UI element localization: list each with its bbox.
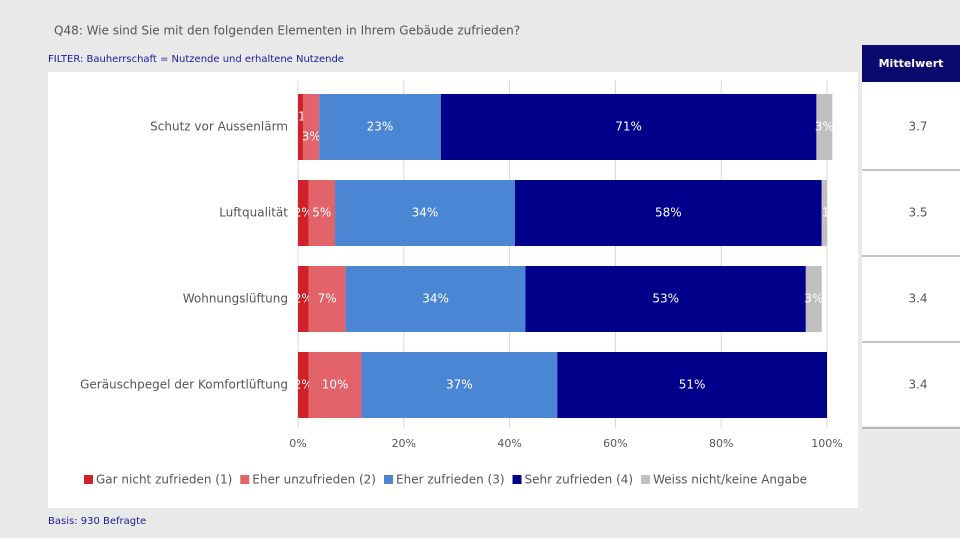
legend-swatch: [512, 475, 522, 484]
bar-segment: [298, 266, 309, 332]
bar-segment: [308, 266, 346, 332]
data-label: 53%: [652, 292, 679, 306]
bar-segment: [335, 180, 515, 246]
data-label: 10%: [322, 378, 349, 392]
bar-segment: [557, 352, 827, 418]
data-label: 34%: [422, 292, 449, 306]
legend-label: Eher zufrieden (3): [396, 473, 505, 487]
data-label: 51%: [679, 378, 706, 392]
chart-title: Q48: Wie sind Sie mit den folgenden Elem…: [54, 24, 520, 38]
x-tick-label: 0%: [289, 437, 306, 450]
table-value: 3.5: [908, 206, 927, 220]
table-value: 3.4: [908, 292, 927, 306]
x-tick-label: 60%: [603, 437, 627, 450]
bar-segment: [303, 94, 320, 160]
bar-segment: [308, 180, 336, 246]
bar-segment: [805, 266, 822, 332]
data-label: 3%: [804, 292, 823, 306]
legend-label: Gar nicht zufrieden (1): [96, 473, 232, 487]
table-header: [862, 45, 960, 82]
x-tick-label: 20%: [392, 437, 416, 450]
legend-swatch: [641, 475, 651, 484]
bar-segment: [525, 266, 806, 332]
bar-segment: [514, 180, 822, 246]
table-body: [862, 82, 960, 426]
data-label: 58%: [655, 206, 682, 220]
table-header-label: Mittelwert: [879, 57, 944, 70]
bar-segment: [361, 352, 558, 418]
bar-segment: [440, 94, 817, 160]
data-label: 37%: [446, 378, 473, 392]
legend-swatch: [384, 475, 393, 484]
legend-label: Weiss nicht/keine Angabe: [653, 473, 807, 487]
data-label: 23%: [367, 120, 394, 134]
data-label: 3%: [815, 120, 834, 134]
data-label: 5%: [312, 206, 331, 220]
data-label: 2%: [294, 206, 313, 220]
legend-label: Sehr zufrieden (4): [525, 473, 634, 487]
x-tick-label: 40%: [497, 437, 521, 450]
x-tick-label: 100%: [811, 437, 842, 450]
bar-segment: [816, 94, 833, 160]
legend-label: Eher unzufrieden (2): [252, 473, 376, 487]
chart-subtitle: FILTER: Bauherrschaft = Nutzende und erh…: [48, 54, 344, 65]
bar-segment: [298, 94, 304, 160]
legend-swatch: [84, 475, 93, 484]
legend-swatch: [240, 475, 250, 484]
bar-segment: [308, 352, 362, 418]
data-label: 2%: [294, 292, 313, 306]
x-tick-label: 80%: [709, 437, 733, 450]
y-tick-label: Schutz vor Aussenlärm: [150, 120, 288, 134]
data-label: 3%: [302, 130, 321, 144]
table-value: 3.4: [908, 378, 927, 392]
chart-note: Basis: 930 Befragte: [48, 516, 146, 527]
bar-segment: [821, 180, 827, 246]
bar-segment: [345, 266, 526, 332]
bar-segment: [298, 352, 309, 418]
data-label: 2%: [294, 378, 313, 392]
bar-segment: [298, 180, 309, 246]
data-label: 7%: [318, 292, 337, 306]
data-label: 34%: [412, 206, 439, 220]
y-tick-label: Wohnungslüftung: [183, 292, 288, 306]
data-label: 1%: [822, 206, 841, 220]
data-label: 71%: [615, 120, 642, 134]
y-tick-label: Luftqualität: [219, 206, 288, 220]
table-value: 3.7: [908, 120, 927, 134]
bar-segment: [319, 94, 441, 160]
y-tick-label: Geräuschpegel der Komfortlüftung: [80, 378, 288, 392]
